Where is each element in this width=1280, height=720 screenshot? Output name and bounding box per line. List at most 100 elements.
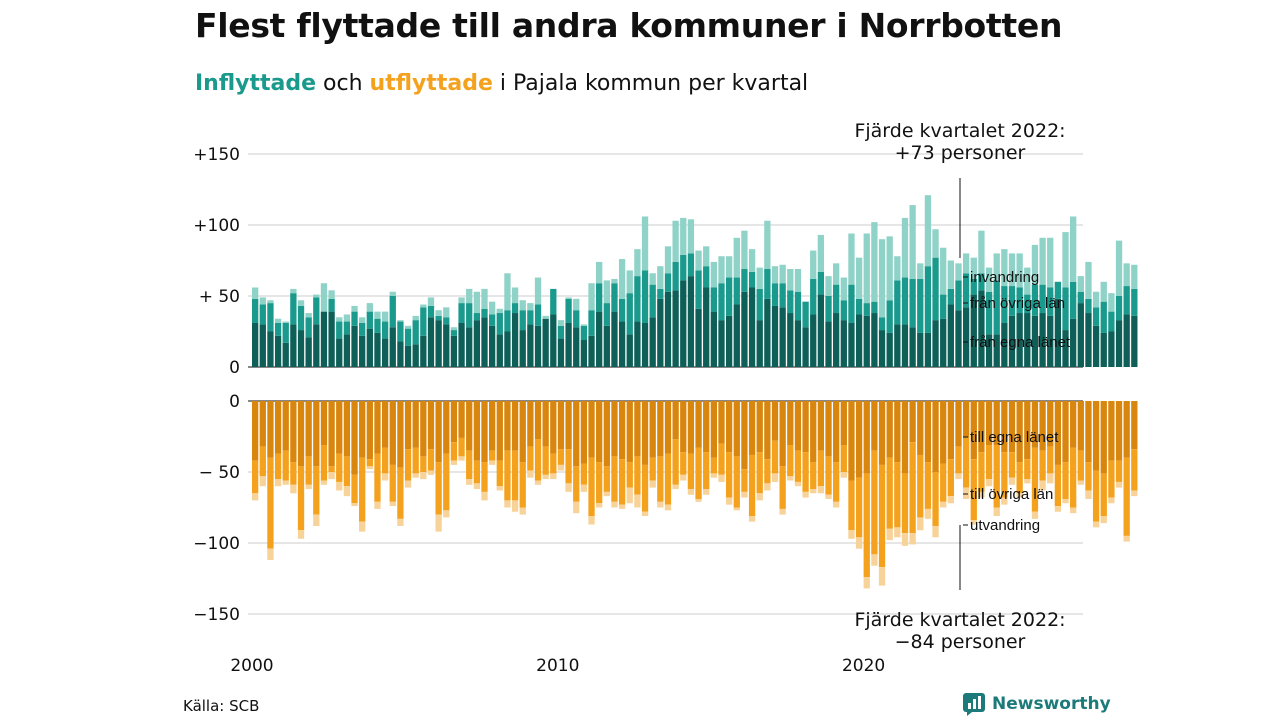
bar-out-2 bbox=[611, 501, 618, 508]
bar-in-1 bbox=[618, 298, 626, 322]
bar-in-2 bbox=[970, 257, 977, 279]
annotation-top-line2: +73 personer bbox=[895, 142, 1026, 164]
bar-in-1 bbox=[534, 304, 542, 326]
bar-out-2 bbox=[863, 577, 870, 589]
bar-out-1 bbox=[290, 462, 297, 485]
bar-in-0 bbox=[703, 287, 710, 367]
bar-out-2 bbox=[649, 480, 656, 488]
bar-out-0 bbox=[901, 401, 909, 474]
bar-in-1 bbox=[282, 322, 289, 343]
bar-out-0 bbox=[565, 401, 572, 450]
bar-in-0 bbox=[473, 320, 481, 367]
bar-out-1 bbox=[978, 452, 985, 492]
bar-in-2 bbox=[427, 297, 435, 306]
bar-in-2 bbox=[993, 253, 1000, 281]
bar-out-0 bbox=[374, 401, 381, 454]
bar-in-0 bbox=[1001, 322, 1008, 367]
bar-in-1 bbox=[343, 321, 351, 335]
bar-out-0 bbox=[336, 401, 343, 454]
bar-out-2 bbox=[924, 508, 932, 519]
bar-out-1 bbox=[603, 466, 610, 492]
bar-out-2 bbox=[527, 470, 534, 478]
bar-out-1 bbox=[351, 474, 358, 504]
bar-in-0 bbox=[443, 324, 450, 367]
bar-out-1 bbox=[550, 453, 557, 474]
bar-in-1 bbox=[641, 270, 649, 323]
bar-in-2 bbox=[947, 260, 954, 289]
bar-out-0 bbox=[1092, 401, 1100, 471]
bar-out-1 bbox=[320, 445, 328, 481]
bar-in-2 bbox=[343, 314, 351, 322]
bar-in-1 bbox=[450, 330, 458, 336]
bar-out-2 bbox=[466, 479, 473, 485]
bar-in-1 bbox=[810, 278, 817, 315]
bar-in-0 bbox=[672, 290, 679, 367]
bar-in-0 bbox=[664, 291, 672, 367]
bar-out-0 bbox=[695, 401, 702, 448]
bar-out-2 bbox=[542, 474, 549, 480]
bar-in-1 bbox=[863, 303, 870, 316]
bar-out-1 bbox=[802, 452, 809, 492]
bar-in-2 bbox=[1131, 264, 1138, 289]
bar-in-0 bbox=[305, 337, 312, 367]
bar-out-0 bbox=[634, 401, 641, 457]
bar-in-0 bbox=[1062, 330, 1069, 367]
bar-in-0 bbox=[542, 318, 549, 367]
bar-out-0 bbox=[603, 401, 610, 467]
bar-in-1 bbox=[274, 322, 282, 336]
bar-out-1 bbox=[664, 453, 672, 505]
bar-in-1 bbox=[603, 303, 610, 326]
bar-in-1 bbox=[305, 317, 312, 338]
bar-in-1 bbox=[848, 284, 855, 323]
bar-out-0 bbox=[641, 401, 649, 465]
bar-out-1 bbox=[443, 453, 450, 511]
bar-in-0 bbox=[397, 341, 404, 367]
bar-out-0 bbox=[1085, 401, 1092, 463]
bar-in-0 bbox=[741, 291, 748, 367]
bar-in-0 bbox=[771, 305, 779, 367]
bar-out-2 bbox=[886, 528, 893, 541]
bar-in-2 bbox=[810, 250, 817, 279]
bar-out-0 bbox=[488, 401, 496, 451]
bar-out-0 bbox=[725, 401, 733, 453]
bar-in-1 bbox=[833, 284, 840, 314]
bar-in-0 bbox=[580, 340, 588, 367]
bar-in-0 bbox=[381, 338, 389, 367]
bar-in-1 bbox=[894, 280, 901, 325]
bar-out-1 bbox=[718, 443, 725, 475]
bar-in-2 bbox=[741, 230, 748, 270]
bar-out-0 bbox=[282, 401, 289, 451]
bar-in-0 bbox=[733, 304, 740, 367]
bar-in-1 bbox=[1062, 287, 1069, 331]
bar-in-1 bbox=[626, 293, 633, 335]
bar-out-2 bbox=[618, 504, 626, 509]
bar-out-2 bbox=[412, 473, 419, 478]
bar-out-0 bbox=[458, 401, 465, 438]
bar-out-2 bbox=[657, 501, 664, 508]
bar-in-2 bbox=[657, 266, 664, 289]
bar-in-2 bbox=[641, 216, 649, 271]
bar-out-2 bbox=[695, 498, 702, 502]
bar-out-0 bbox=[328, 401, 335, 467]
bar-out-1 bbox=[343, 456, 351, 487]
bar-in-1 bbox=[1100, 301, 1107, 333]
bar-out-1 bbox=[1016, 462, 1023, 494]
bar-in-0 bbox=[611, 311, 618, 367]
bar-in-2 bbox=[374, 311, 381, 319]
y-tick-label-top: 0 bbox=[229, 358, 240, 378]
bar-in-0 bbox=[894, 324, 901, 367]
chart-subtitle: Inflyttade och utflyttade i Pajala kommu… bbox=[195, 71, 808, 96]
bar-out-2 bbox=[947, 496, 954, 504]
bar-in-2 bbox=[695, 250, 702, 271]
bar-out-1 bbox=[680, 452, 687, 475]
bar-in-1 bbox=[1123, 286, 1130, 315]
bar-out-0 bbox=[511, 401, 519, 451]
bar-out-0 bbox=[435, 401, 442, 463]
bar-out-1 bbox=[871, 450, 878, 555]
bar-out-1 bbox=[282, 450, 289, 481]
bar-out-1 bbox=[252, 460, 259, 494]
bar-in-0 bbox=[634, 321, 641, 367]
bar-out-2 bbox=[336, 481, 343, 491]
bar-out-0 bbox=[710, 401, 717, 458]
bar-in-0 bbox=[985, 334, 993, 367]
